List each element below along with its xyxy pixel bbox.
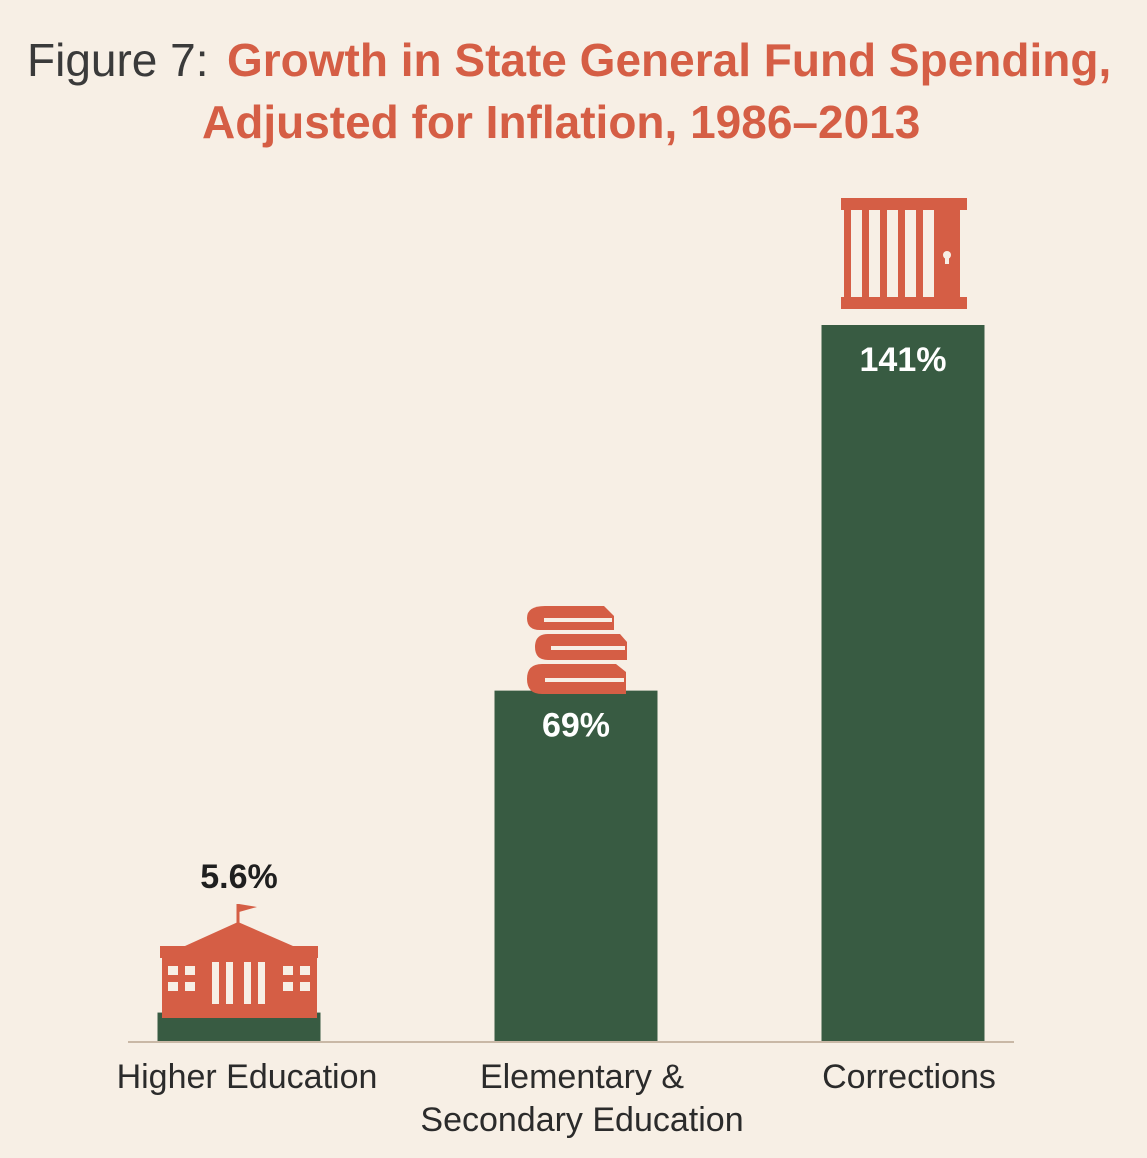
chart-title-line-1: Figure 7: Growth in State General Fund S… <box>27 34 1111 86</box>
chart-title-line-2: Adjusted for Inflation, 1986–2013 <box>202 96 920 148</box>
value-labels: 5.6% 69% 141% <box>200 341 946 896</box>
bar-1 <box>494 690 658 1041</box>
jail-cell-icon <box>841 198 967 309</box>
category-label-1-line-1: Secondary Education <box>420 1101 743 1139</box>
value-label-0: 5.6% <box>200 858 278 896</box>
category-label-0: Higher Education <box>117 1058 378 1096</box>
bar-2 <box>821 325 985 1041</box>
chart-title-prefix: Figure 7: <box>27 34 209 86</box>
category-label-2-line-0: Corrections <box>822 1058 996 1096</box>
value-label-2: 141% <box>860 341 947 379</box>
chart-title-main: Growth in State General Fund Spending, <box>227 34 1111 86</box>
book-stack-icon <box>527 606 627 694</box>
category-label-0-line-0: Higher Education <box>117 1058 378 1096</box>
category-label-1-line-0: Elementary & <box>480 1058 684 1096</box>
university-building-icon <box>160 904 318 1018</box>
bar-series <box>157 325 985 1041</box>
category-label-2: Corrections <box>822 1058 996 1096</box>
category-label-1: Elementary & Secondary Education <box>420 1058 743 1139</box>
category-labels: Higher Education Elementary & Secondary Ed… <box>117 1058 996 1139</box>
value-label-1: 69% <box>542 707 610 745</box>
